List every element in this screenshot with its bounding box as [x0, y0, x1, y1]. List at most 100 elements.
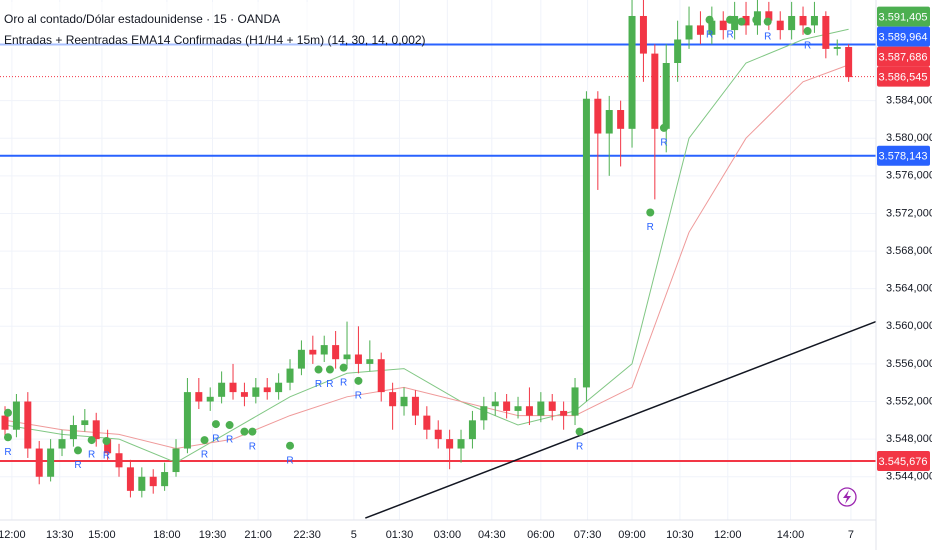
candle-body: [708, 20, 716, 35]
signal-dot: [339, 363, 348, 372]
signal-label: R: [706, 29, 713, 40]
legend-backdrop: [0, 2, 340, 48]
candle-body: [377, 359, 385, 393]
y-tick-label: 3.584,000: [886, 95, 932, 107]
x-tick-label: 14:00: [777, 529, 805, 541]
candle-body: [423, 415, 431, 430]
x-tick-label: 19:30: [199, 529, 227, 541]
candle-body: [389, 392, 397, 407]
signal-label: R: [4, 447, 11, 458]
x-tick-label: 09:00: [618, 529, 646, 541]
signal-dot: [286, 441, 295, 450]
candle-body: [639, 15, 647, 54]
indicator-line: [4, 28, 849, 464]
candle-body: [309, 349, 317, 355]
candle-body: [206, 396, 214, 402]
x-tick-label: 07:30: [574, 529, 602, 541]
x-tick-label: 22:30: [293, 529, 321, 541]
candle-body: [582, 98, 590, 388]
price-label: 3.587,686: [879, 52, 928, 64]
candle-body: [457, 439, 465, 449]
candle-body: [468, 420, 476, 440]
signal-dot: [763, 17, 772, 26]
candle-body: [845, 47, 853, 78]
candle-body: [320, 345, 328, 355]
signal-dot: [200, 436, 209, 445]
candle-body: [491, 401, 499, 407]
x-tick-label: 01:30: [386, 529, 414, 541]
candle-body: [58, 439, 66, 449]
candle-body: [446, 439, 454, 449]
candle-body: [503, 401, 511, 411]
chart-title: Oro al contado/Dólar estadounidense · 15…: [4, 12, 280, 26]
candle-body: [617, 110, 625, 129]
signal-dot: [646, 208, 655, 217]
candle-body: [115, 453, 123, 468]
signal-dot: [211, 420, 220, 429]
signal-label: R: [726, 29, 733, 40]
candle-body: [366, 359, 374, 364]
candle-body: [286, 368, 294, 383]
candle-body: [161, 472, 169, 487]
signal-dot: [240, 427, 249, 436]
signal-label: R: [226, 435, 233, 446]
y-tick-label: 3.576,000: [886, 170, 932, 182]
price-label-box: [877, 145, 930, 166]
signal-label: R: [804, 41, 811, 52]
price-label-box: [877, 6, 930, 27]
price-label: 3.591,405: [879, 12, 928, 24]
candle-body: [662, 63, 670, 129]
candle-body: [411, 396, 419, 416]
price-label-box: [877, 26, 930, 47]
x-tick-label: 03:00: [434, 529, 462, 541]
signal-label: R: [74, 460, 81, 471]
x-tick-label: 13:30: [46, 529, 74, 541]
x-tick-label: 5: [351, 529, 357, 541]
price-label: 3.545,676: [879, 456, 928, 468]
candle-body: [47, 448, 55, 477]
signal-dot: [73, 446, 82, 455]
candle-body: [628, 15, 636, 129]
signal-dot: [575, 427, 584, 436]
candle-body: [343, 354, 351, 360]
candle-body: [799, 15, 807, 26]
candle-body: [548, 401, 556, 411]
signal-dot: [325, 365, 334, 374]
candle-body: [35, 448, 43, 477]
x-tick-label: 18:00: [153, 529, 181, 541]
candle-body: [172, 448, 180, 473]
signal-label: R: [355, 390, 362, 401]
y-tick-label: 3.580,000: [886, 132, 932, 144]
candle-body: [81, 420, 89, 426]
signal-dot: [737, 17, 746, 26]
alert-icon[interactable]: [837, 487, 857, 507]
candle-body: [822, 15, 830, 49]
candle-body: [354, 354, 362, 364]
y-tick-label: 3.564,000: [886, 283, 932, 295]
candle-body: [104, 439, 112, 454]
signal-dot: [225, 421, 234, 430]
signal-label: R: [201, 450, 208, 461]
signal-dot: [705, 15, 714, 24]
signal-label: R: [88, 450, 95, 461]
price-label: 3.578,143: [879, 151, 928, 163]
candle-body: [788, 15, 796, 31]
indicator-title: Entradas + Reentradas EMA14 Confirmadas …: [4, 33, 426, 47]
candle-body: [332, 345, 340, 360]
candle-body: [92, 420, 100, 440]
candle-body: [1, 415, 9, 430]
alert-circle: [837, 487, 857, 507]
candle-body: [537, 401, 545, 416]
y-tick-label: 3.568,000: [886, 245, 932, 257]
candle-body: [765, 11, 773, 21]
signal-label: R: [326, 379, 333, 390]
signal-dot: [726, 15, 735, 24]
signal-label: R: [764, 31, 771, 42]
candle-body: [149, 476, 157, 487]
signal-dot: [314, 365, 323, 374]
price-label-box: [877, 66, 930, 87]
price-label: 3.589,964: [879, 32, 928, 44]
